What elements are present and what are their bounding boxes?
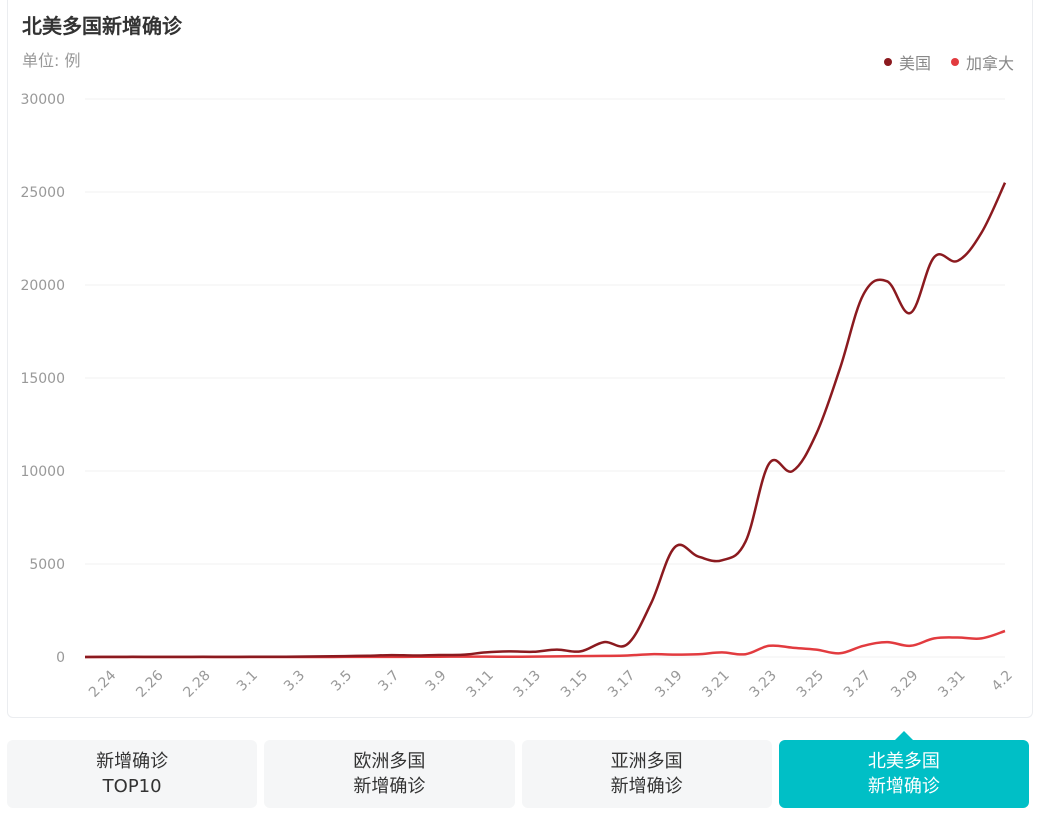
x-tick-label: 3.19 (652, 668, 685, 701)
x-tick-label: 3.27 (841, 668, 874, 701)
x-tick-label: 3.3 (281, 668, 308, 695)
grid-lines (85, 98, 1005, 658)
x-tick-label: 3.1 (234, 668, 261, 695)
x-tick-label: 3.23 (747, 668, 780, 701)
legend-dot-icon (950, 58, 959, 66)
x-tick-label: 3.29 (888, 668, 921, 701)
y-tick-label: 25000 (20, 185, 65, 201)
y-tick-label: 10000 (20, 464, 65, 480)
tab-asia[interactable]: 亚洲多国 新增确诊 (521, 740, 772, 808)
y-tick-label: 5000 (29, 557, 65, 573)
tab-label: 北美多国 (867, 751, 940, 772)
tab-label: 新增确诊 (353, 776, 426, 797)
x-tick-label: 3.25 (794, 668, 827, 701)
chart-card (7, 0, 1033, 718)
chart-title: 北美多国新增确诊 (22, 14, 182, 38)
legend-label: 加拿大 (965, 54, 1014, 73)
x-tick-label: 3.17 (605, 668, 638, 701)
x-tick-label: 3.21 (699, 668, 732, 701)
x-tick-label: 2.24 (86, 667, 119, 700)
y-axis: 0 5000 10000 15000 20000 25000 30000 (20, 92, 65, 666)
x-tick-label: 3.13 (511, 668, 544, 701)
legend-dot-icon (883, 58, 892, 66)
legend: 美国 加拿大 (883, 50, 1014, 74)
tab-label: TOP10 (102, 776, 162, 797)
x-tick-label: 3.7 (375, 668, 402, 695)
series-lines (84, 182, 1007, 659)
series-line-usa (84, 182, 1007, 659)
x-tick-label: 3.31 (935, 668, 968, 701)
tab-label: 新增确诊 (867, 776, 940, 797)
y-tick-label: 0 (56, 650, 65, 666)
legend-label: 美国 (898, 54, 931, 73)
tab-label: 亚洲多国 (610, 751, 683, 772)
x-tick-label: 2.26 (133, 667, 166, 700)
tab-label: 新增确诊 (610, 776, 683, 797)
y-tick-label: 15000 (20, 371, 65, 387)
x-tick-label: 3.9 (423, 668, 450, 695)
x-tick-label: 2.28 (180, 668, 213, 701)
tab-europe[interactable]: 欧洲多国 新增确诊 (264, 740, 515, 808)
x-tick-label: 3.11 (463, 668, 496, 701)
y-tick-label: 30000 (20, 92, 65, 108)
tab-label: 新增确诊 (96, 751, 169, 772)
y-tick-label: 20000 (20, 278, 65, 294)
x-axis: 2.24 2.26 2.28 3.1 3.3 3.5 3.7 3.9 3.11 3.13 3.15 3… (86, 667, 1016, 700)
x-tick-label: 3.15 (558, 668, 591, 701)
tab-top10[interactable]: 新增确诊 TOP10 (7, 740, 258, 808)
legend-item-usa[interactable]: 美国 (883, 50, 931, 74)
tab-north-america[interactable]: 北美多国 新增确诊 (778, 731, 1029, 808)
unit-label: 单位: 例 (22, 51, 81, 70)
region-tabs: 新增确诊 TOP10 欧洲多国 新增确诊 亚洲多国 新增确诊 北美多国 新增确诊 (7, 731, 1029, 808)
series-line-canada (85, 629, 1006, 659)
legend-item-canada[interactable]: 加拿大 (950, 50, 1014, 74)
x-tick-label: 4.2 (989, 668, 1016, 695)
x-tick-label: 3.5 (328, 668, 355, 695)
tab-label: 欧洲多国 (353, 751, 426, 772)
